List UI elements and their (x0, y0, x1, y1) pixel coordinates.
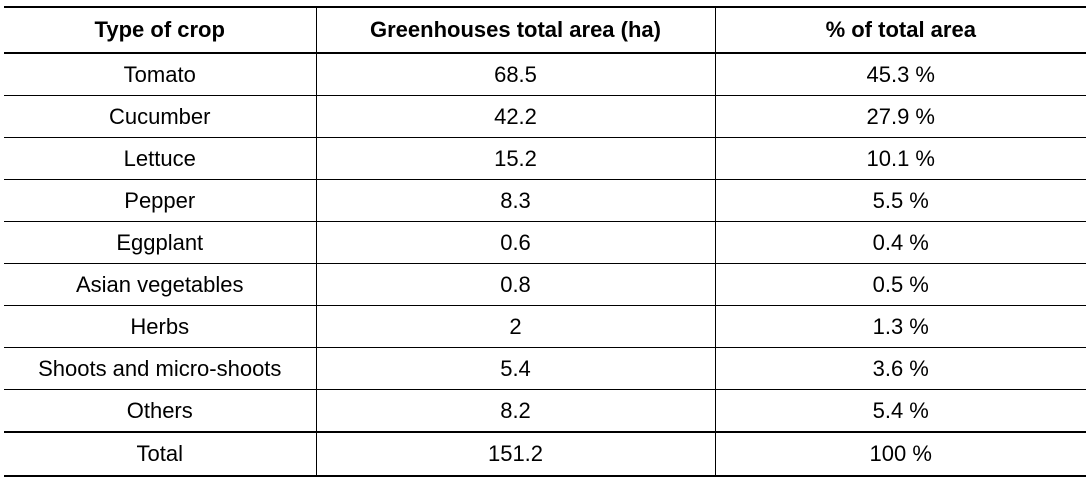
percent-cell: 10.1 % (715, 137, 1086, 180)
crop-cell: Pepper (4, 179, 317, 222)
header-percent-of-total-area: % of total area (715, 6, 1086, 54)
crop-area-table: Type of crop Greenhouses total area (ha)… (4, 6, 1086, 477)
crop-cell: Asian vegetables (4, 263, 317, 306)
table-footer: Total 151.2 100 % (4, 432, 1086, 477)
crop-cell: Tomato (4, 53, 317, 96)
crop-cell: Lettuce (4, 137, 317, 180)
percent-cell: 45.3 % (715, 53, 1086, 96)
percent-cell: 0.5 % (715, 263, 1086, 306)
area-cell: 0.6 (316, 221, 716, 264)
area-cell: 68.5 (316, 53, 716, 96)
crop-cell: Cucumber (4, 95, 317, 138)
table-row: Shoots and micro-shoots 5.4 3.6 % (4, 347, 1086, 390)
crop-cell: Shoots and micro-shoots (4, 347, 317, 390)
table-row: Eggplant 0.6 0.4 % (4, 221, 1086, 264)
area-cell: 5.4 (316, 347, 716, 390)
table-row: Tomato 68.5 45.3 % (4, 53, 1086, 96)
table-row: Pepper 8.3 5.5 % (4, 179, 1086, 222)
total-percent-cell: 100 % (715, 432, 1086, 477)
area-cell: 2 (316, 305, 716, 348)
crop-cell: Herbs (4, 305, 317, 348)
table-row: Cucumber 42.2 27.9 % (4, 95, 1086, 138)
crop-cell: Eggplant (4, 221, 317, 264)
total-area-cell: 151.2 (316, 432, 716, 477)
table-body: Tomato 68.5 45.3 % Cucumber 42.2 27.9 % … (4, 53, 1086, 433)
area-cell: 8.3 (316, 179, 716, 222)
table-row: Asian vegetables 0.8 0.5 % (4, 263, 1086, 306)
percent-cell: 5.5 % (715, 179, 1086, 222)
table-header: Type of crop Greenhouses total area (ha)… (4, 6, 1086, 54)
percent-cell: 5.4 % (715, 389, 1086, 433)
table-row: Others 8.2 5.4 % (4, 389, 1086, 433)
table-row: Lettuce 15.2 10.1 % (4, 137, 1086, 180)
table-row: Herbs 2 1.3 % (4, 305, 1086, 348)
area-cell: 42.2 (316, 95, 716, 138)
percent-cell: 3.6 % (715, 347, 1086, 390)
header-row: Type of crop Greenhouses total area (ha)… (4, 6, 1086, 54)
area-cell: 8.2 (316, 389, 716, 433)
header-type-of-crop: Type of crop (4, 6, 317, 54)
area-cell: 0.8 (316, 263, 716, 306)
crop-cell: Others (4, 389, 317, 433)
percent-cell: 1.3 % (715, 305, 1086, 348)
header-greenhouses-total-area: Greenhouses total area (ha) (316, 6, 716, 54)
total-row: Total 151.2 100 % (4, 432, 1086, 477)
percent-cell: 0.4 % (715, 221, 1086, 264)
percent-cell: 27.9 % (715, 95, 1086, 138)
crop-area-table-container: Type of crop Greenhouses total area (ha)… (4, 6, 1086, 477)
area-cell: 15.2 (316, 137, 716, 180)
total-label-cell: Total (4, 432, 317, 477)
